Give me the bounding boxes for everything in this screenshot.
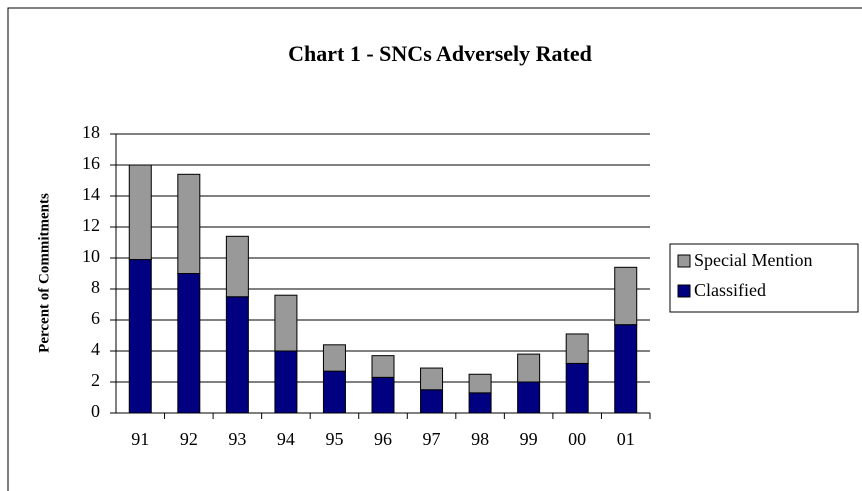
bar-segment (177, 173, 201, 274)
x-tick-label: 97 (423, 429, 441, 449)
bar-segment (322, 370, 346, 414)
x-tick-label: 96 (374, 429, 392, 449)
x-tick-label: 93 (228, 429, 246, 449)
y-tick-label: 6 (91, 308, 100, 328)
bar-segment (322, 344, 346, 372)
x-tick-label: 99 (520, 429, 538, 449)
x-tick-label: 01 (617, 429, 635, 449)
bar-segment (420, 389, 444, 414)
bar-segment (565, 362, 589, 414)
y-tick-label: 16 (82, 153, 100, 173)
y-tick-label: 0 (91, 401, 100, 421)
bar-segment (128, 259, 152, 414)
bar-segment (614, 324, 638, 414)
legend-label: Classified (694, 280, 766, 300)
bar-segment (274, 350, 298, 414)
chart-title: Chart 1 - SNCs Adversely Rated (288, 41, 592, 66)
x-tick-label: 00 (568, 429, 586, 449)
x-tick-label: 98 (471, 429, 489, 449)
bar-segment (517, 381, 541, 414)
y-tick-label: 10 (82, 246, 100, 266)
bar-segment (565, 333, 589, 364)
y-tick-label: 18 (82, 122, 100, 142)
legend-swatch (677, 284, 691, 298)
bar-segment (517, 353, 541, 383)
legend-label: Special Mention (694, 250, 812, 270)
bar-segment (274, 294, 298, 352)
bar-segment (128, 164, 152, 261)
y-tick-label: 14 (82, 184, 100, 204)
bar-segment (177, 273, 201, 414)
bar-segment (420, 367, 444, 391)
legend-swatch (677, 254, 691, 268)
y-tick-label: 12 (82, 215, 100, 235)
bar-segment (225, 235, 249, 298)
bar-segment (468, 392, 492, 414)
x-tick-label: 91 (131, 429, 149, 449)
bar-segment (371, 355, 395, 378)
bar-segment (225, 296, 249, 414)
x-tick-label: 95 (325, 429, 343, 449)
y-axis-label: Percent of Commitments (36, 193, 52, 353)
bar-segment (371, 376, 395, 414)
bar-segment (614, 266, 638, 326)
y-tick-label: 4 (91, 339, 100, 359)
x-tick-label: 92 (180, 429, 198, 449)
x-tick-label: 94 (277, 429, 295, 449)
y-tick-label: 2 (91, 370, 100, 390)
y-tick-label: 8 (91, 277, 100, 297)
bar-segment (468, 373, 492, 394)
legend-box (669, 243, 859, 313)
